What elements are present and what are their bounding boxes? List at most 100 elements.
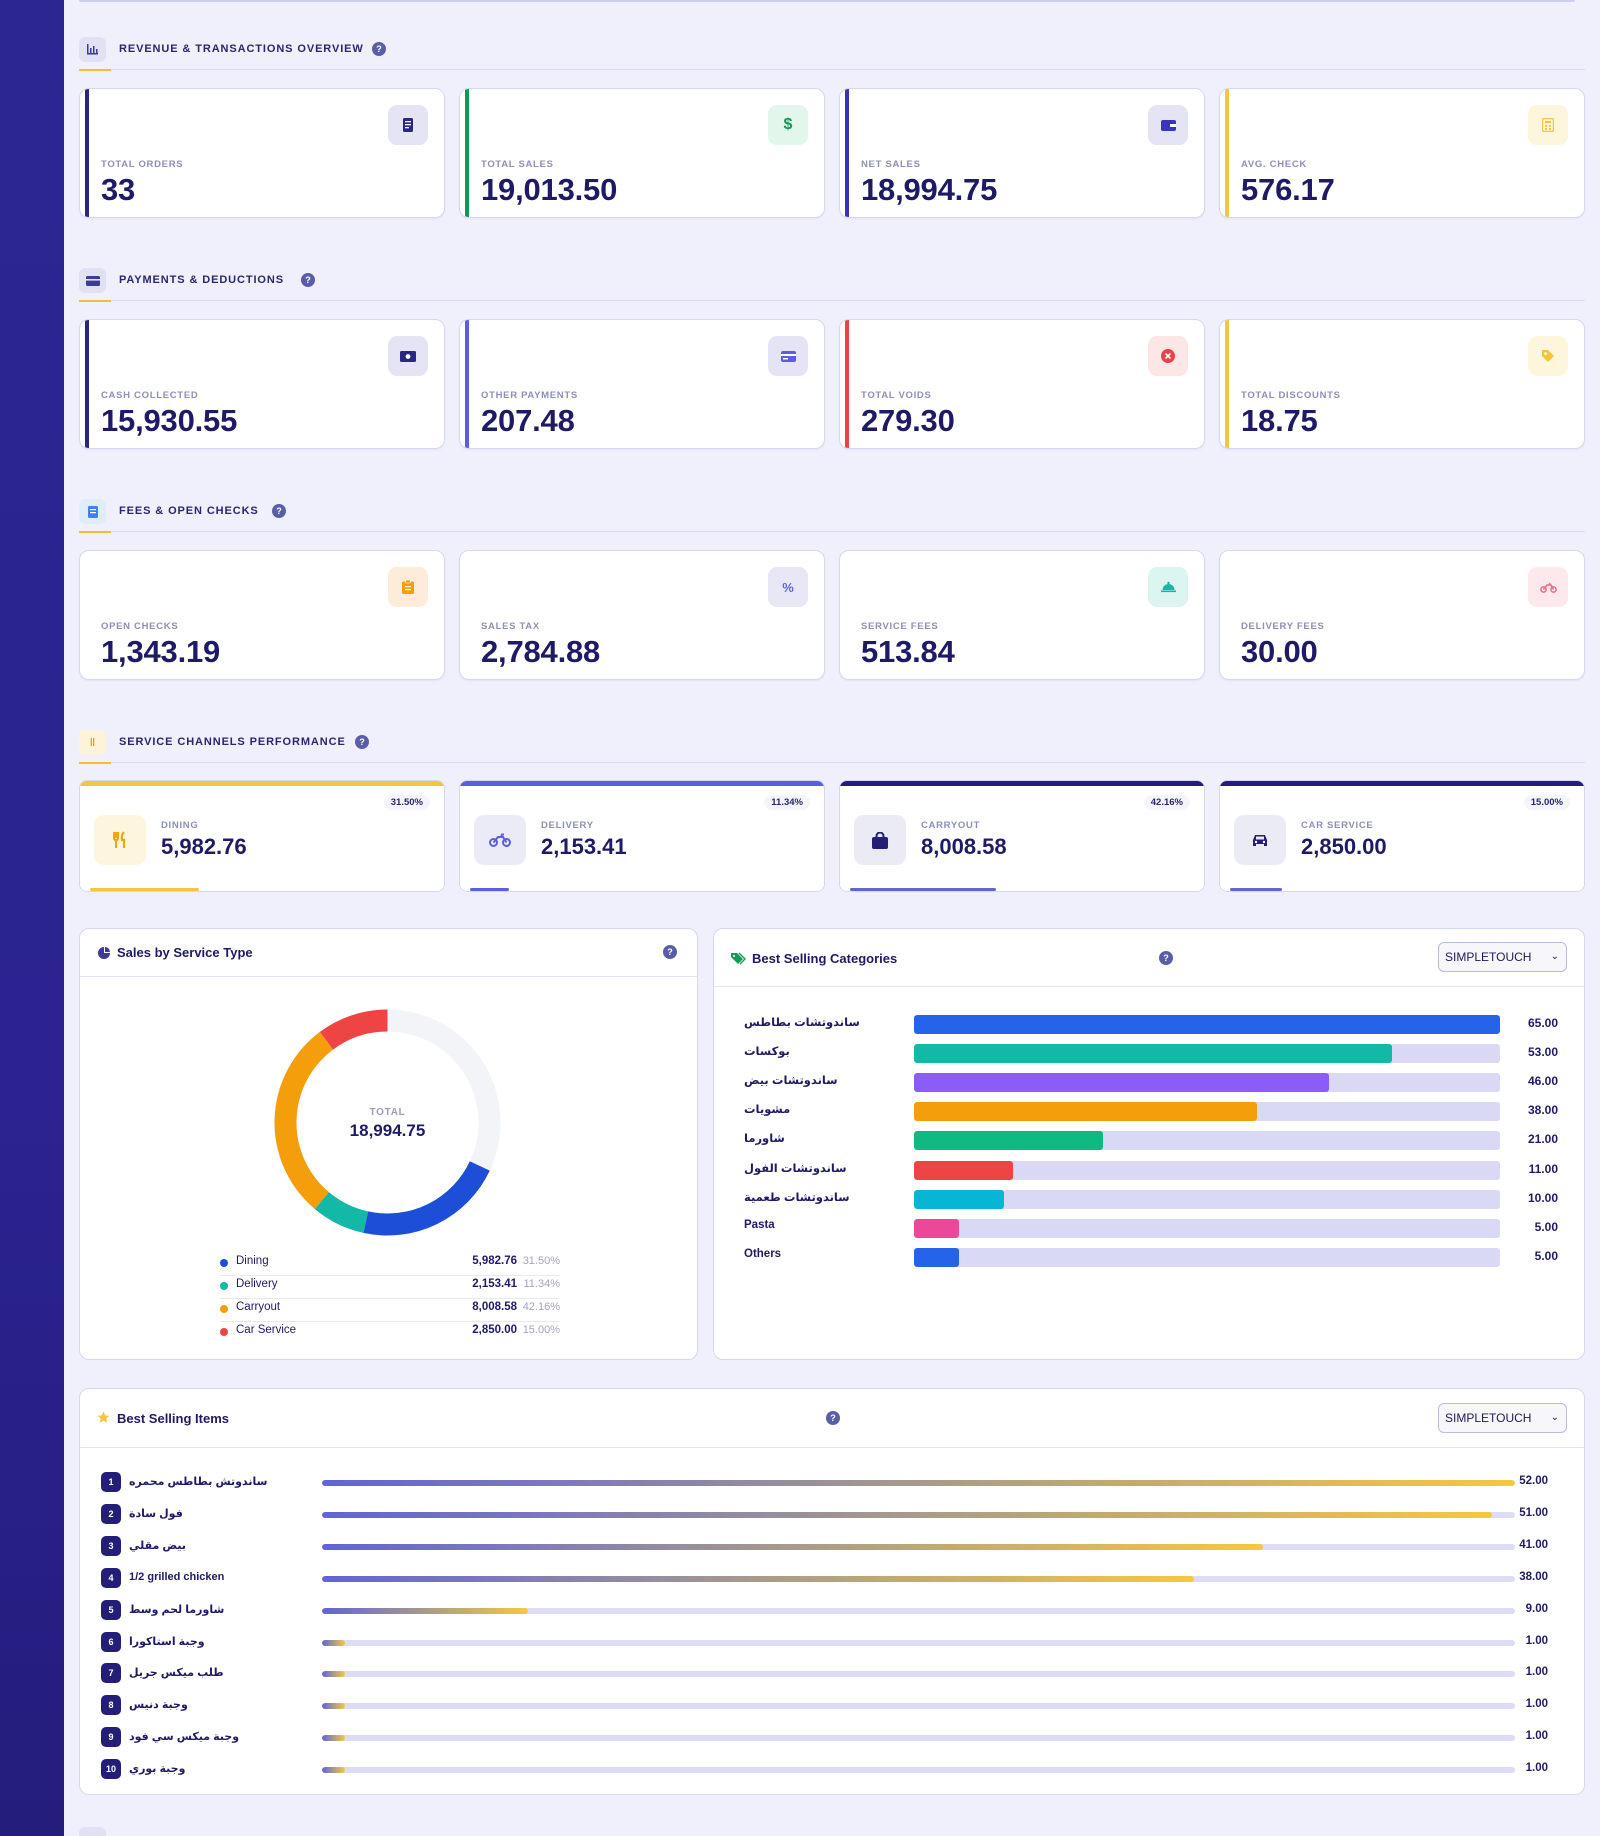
item-bar-track — [322, 1511, 1515, 1518]
category-bar[interactable] — [914, 1218, 960, 1238]
category-bar-track — [914, 1247, 1500, 1267]
card-accent-bar — [85, 89, 89, 217]
channel-percent-badge: 15.00% — [1523, 795, 1570, 810]
category-value: 65.00 — [1527, 1016, 1558, 1030]
help-icon[interactable]: ? — [301, 273, 315, 287]
legend-item: Delivery 2,153.41 11.34% — [220, 1276, 560, 1299]
item-row: 6 وجبة استاكورا 1.00 — [80, 1628, 1584, 1660]
channel-top-bar — [840, 781, 1204, 786]
category-label: بوكسات — [744, 1046, 790, 1059]
channel-name: DELIVERY — [541, 820, 594, 831]
select-value: SIMPLETOUCH — [1445, 1411, 1532, 1425]
kpi-value: 1,343.19 — [101, 634, 221, 669]
help-icon[interactable]: ? — [272, 504, 286, 518]
card-accent-bar — [465, 320, 469, 448]
category-bar[interactable] — [914, 1247, 960, 1267]
category-bar[interactable] — [914, 1102, 1257, 1122]
legend-percent: 42.16% — [522, 1301, 560, 1313]
category-row: Pasta 5.00 — [714, 1213, 1580, 1242]
item-rank-badge: 3 — [101, 1535, 121, 1556]
legend-label: Car Service — [236, 1324, 297, 1336]
item-bar[interactable] — [322, 1703, 345, 1710]
panel-title: Best Selling Categories — [752, 951, 898, 966]
brand-select[interactable]: SIMPLETOUCH ⌄ — [1438, 1403, 1567, 1433]
item-label: 1/2 grilled chicken — [129, 1570, 225, 1583]
category-label: شاورما — [744, 1133, 785, 1146]
sales-by-service-panel: Sales by Service Type ? TOTAL 18,994.75 … — [79, 928, 698, 1360]
help-icon[interactable]: ? — [372, 42, 386, 56]
item-label: وجبة استاكورا — [129, 1635, 205, 1648]
brand-select[interactable]: SIMPLETOUCH ⌄ — [1438, 942, 1567, 972]
category-label: ساندوتشات طعمية — [744, 1191, 850, 1204]
best-items-panel: Best Selling Items ? SIMPLETOUCH ⌄ 1 ساندو… — [79, 1388, 1585, 1795]
item-rank-badge: 7 — [101, 1663, 121, 1684]
void-icon — [1148, 336, 1188, 376]
item-bar-track — [322, 1671, 1515, 1678]
item-bar[interactable] — [322, 1511, 1493, 1518]
section-title: SERVICE CHANNELS PERFORMANCE — [119, 736, 346, 748]
card-accent-bar — [1225, 320, 1229, 448]
channel-name: DINING — [161, 820, 199, 831]
legend-label: Dining — [236, 1255, 269, 1267]
section-title: REVENUE & TRANSACTIONS OVERVIEW — [119, 43, 364, 55]
category-row: شاورما 21.00 — [714, 1125, 1580, 1154]
help-icon[interactable]: ? — [1159, 951, 1173, 965]
kpi-card-total-discounts: TOTAL DISCOUNTS 18.75 — [1219, 319, 1585, 449]
kpi-card-total-orders: TOTAL ORDERS 33 — [79, 88, 445, 218]
section-title: PAYMENTS & DEDUCTIONS — [119, 274, 284, 286]
kpi-card-total-voids: TOTAL VOIDS 279.30 — [839, 319, 1205, 449]
category-bar[interactable] — [914, 1160, 1014, 1180]
category-bar[interactable] — [914, 1073, 1329, 1093]
kpi-label: TOTAL DISCOUNTS — [1241, 390, 1341, 401]
car-icon — [1234, 815, 1286, 865]
channel-percent-badge: 31.50% — [383, 795, 430, 810]
category-bar[interactable] — [914, 1015, 1500, 1034]
help-icon[interactable]: ? — [826, 1411, 840, 1425]
item-bar[interactable] — [322, 1671, 345, 1678]
item-bar[interactable] — [322, 1639, 345, 1646]
kpi-card-other-payments: OTHER PAYMENTS 207.48 — [459, 319, 825, 449]
category-value: 5.00 — [1534, 1248, 1558, 1263]
section-underline — [79, 531, 111, 533]
category-bar[interactable] — [914, 1131, 1104, 1151]
item-bar[interactable] — [322, 1575, 1194, 1582]
dollar-icon: $ — [768, 105, 808, 145]
kpi-label: SALES TAX — [481, 621, 540, 632]
item-rank-badge: 8 — [101, 1695, 121, 1716]
category-value: 53.00 — [1527, 1045, 1558, 1060]
item-bar-track — [322, 1639, 1515, 1646]
item-bar[interactable] — [322, 1607, 529, 1614]
star-icon — [97, 1411, 110, 1429]
item-bar[interactable] — [322, 1543, 1263, 1550]
category-bar[interactable] — [914, 1189, 1005, 1209]
item-bar[interactable] — [322, 1735, 345, 1742]
item-bar[interactable] — [322, 1767, 345, 1774]
donut-slice-delivery[interactable] — [314, 1191, 369, 1233]
help-icon[interactable]: ? — [355, 735, 369, 749]
category-bar[interactable] — [914, 1044, 1392, 1064]
category-bar-track — [914, 1073, 1500, 1093]
item-bar[interactable] — [322, 1480, 1515, 1486]
item-rank-badge: 2 — [101, 1503, 121, 1524]
category-row: بوكسات 53.00 — [714, 1038, 1580, 1067]
legend-dot — [220, 1305, 228, 1313]
section-header-fees: FEES & OPEN CHECKS ? — [79, 488, 1585, 533]
donut-slice-dining[interactable] — [363, 1160, 490, 1236]
channel-card-delivery: 11.34% DELIVERY 2,153.41 — [459, 780, 825, 892]
channel-share-bar — [1230, 888, 1282, 891]
receipt-icon — [388, 105, 428, 145]
kpi-card-sales-tax: % SALES TAX 2,784.88 — [459, 550, 825, 680]
channel-card-carryout: 42.16% CARRYOUT 8,008.58 — [839, 780, 1205, 892]
help-icon[interactable]: ? — [663, 945, 677, 959]
legend-value: 8,008.58 — [472, 1301, 517, 1313]
calculator-icon — [1528, 105, 1568, 145]
channel-top-bar — [80, 781, 444, 786]
category-value: 21.00 — [1527, 1132, 1558, 1147]
donut-slice-car-service[interactable] — [319, 1009, 388, 1050]
item-rank-badge: 9 — [101, 1727, 121, 1748]
category-label: ساندوتشات الفول — [744, 1162, 847, 1175]
donut-slice-carryout[interactable] — [274, 1031, 334, 1209]
card-accent-bar — [845, 320, 849, 448]
item-row: 3 بيض مقلي 41.00 — [80, 1532, 1584, 1564]
clipboard-icon — [388, 567, 428, 607]
